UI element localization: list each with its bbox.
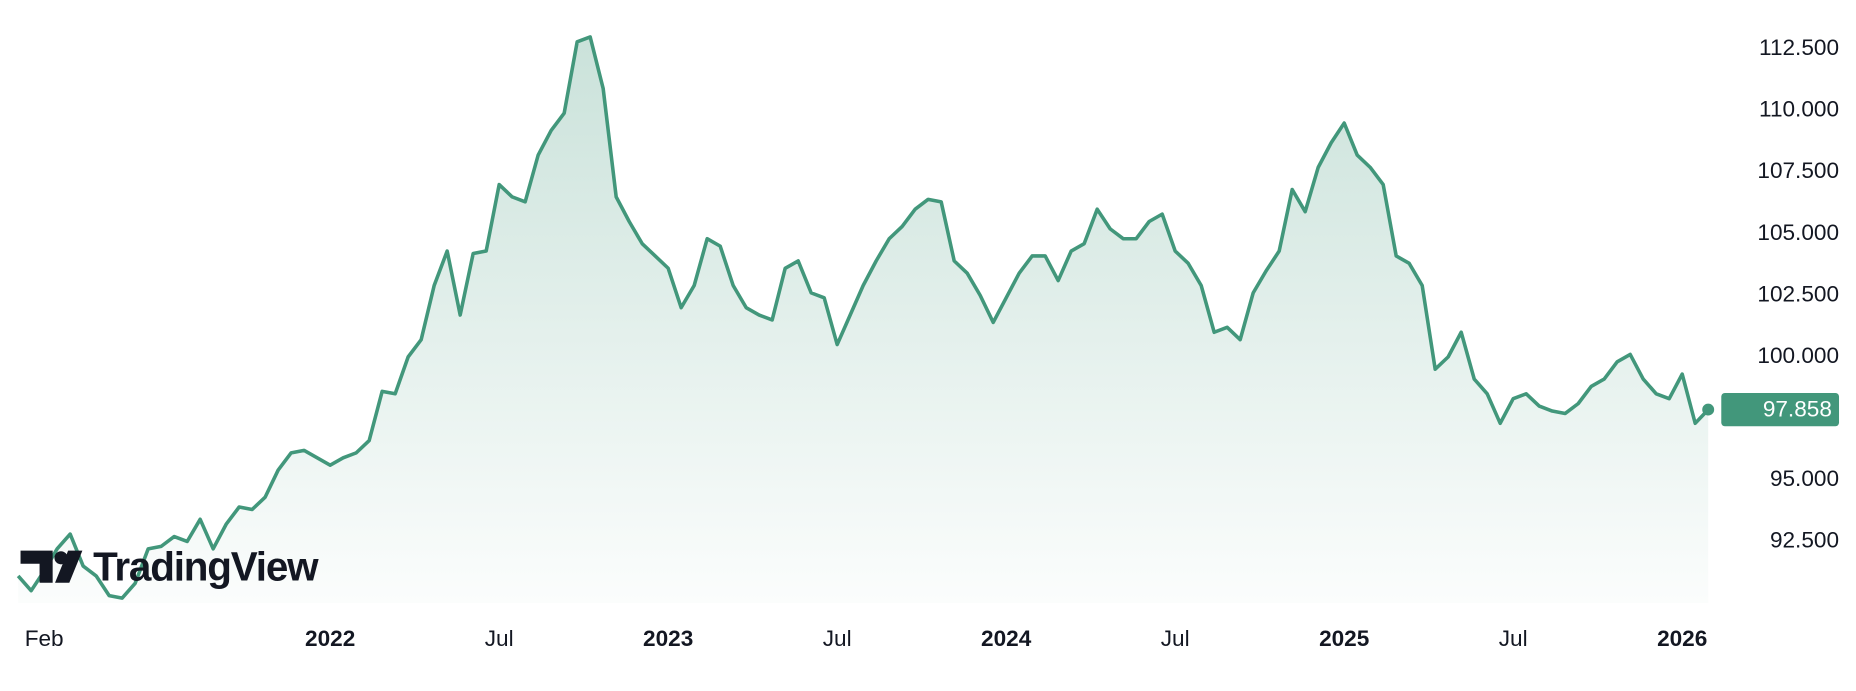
y-tick-label: 110.000 <box>1759 97 1839 122</box>
logo: TradingView <box>20 543 320 589</box>
watermark: TradingView <box>93 543 319 589</box>
plot-area <box>16 35 1715 603</box>
x-tick-label: Jul <box>485 626 514 651</box>
logo-icon <box>55 550 83 583</box>
x-tick-label: Feb <box>25 626 64 651</box>
line <box>16 35 1710 600</box>
y-tick-label: 92.500 <box>1770 527 1839 552</box>
x-tick-label: 2025 <box>1319 626 1369 651</box>
y-tick-label: 105.000 <box>1757 220 1839 245</box>
y-tick-label: 112.500 <box>1759 35 1839 60</box>
x-tick-label: 2022 <box>305 626 355 651</box>
y-tick-label: 102.500 <box>1757 281 1839 306</box>
price-label: 97.858 <box>1763 397 1832 422</box>
area-fill <box>18 36 1709 603</box>
x-tick-label: Jul <box>823 626 852 651</box>
price-badge <box>1721 392 1840 427</box>
y-tick-label: 107.500 <box>1757 158 1839 183</box>
last-point <box>1702 403 1715 416</box>
x-tick-label: 2023 <box>643 626 693 651</box>
x-tick-label: Jul <box>1499 626 1528 651</box>
x-tick-label: Jul <box>1161 626 1190 651</box>
y-tick-label: 95.000 <box>1770 466 1839 491</box>
y-tick-label: 100.000 <box>1757 343 1839 368</box>
x-tick-label: 2024 <box>981 626 1032 651</box>
x-tick-label: 2026 <box>1657 626 1707 651</box>
logo-icon <box>20 550 53 583</box>
